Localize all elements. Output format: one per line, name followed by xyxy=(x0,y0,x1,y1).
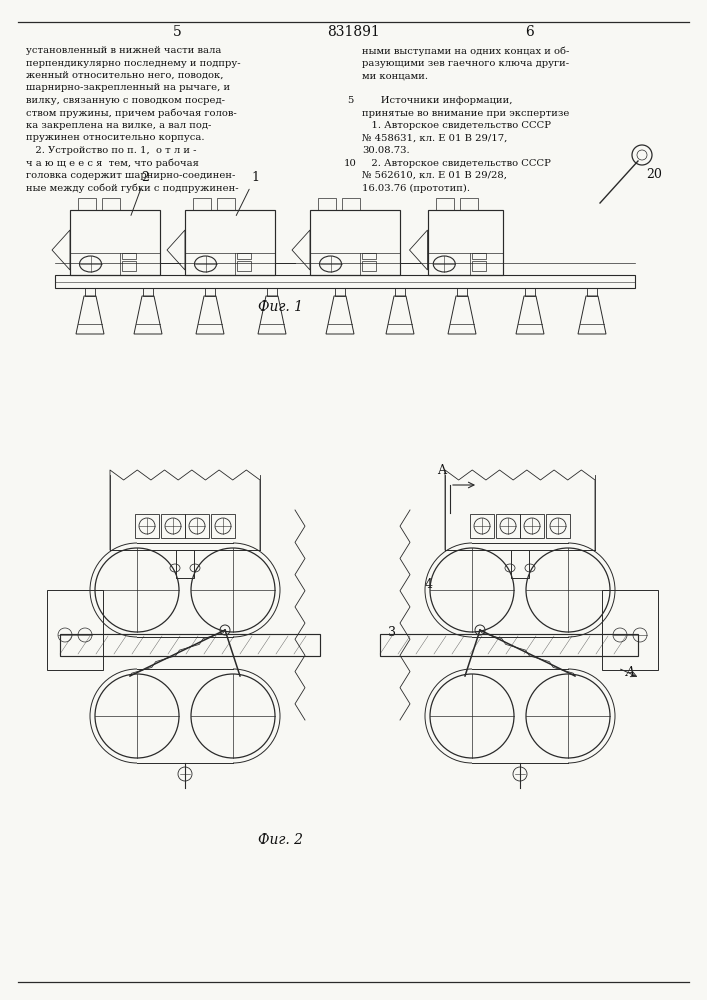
Text: ством пружины, причем рабочая голов-: ством пружины, причем рабочая голов- xyxy=(26,108,237,118)
Text: ка закреплена на вилке, а вал под-: ка закреплена на вилке, а вал под- xyxy=(26,121,211,130)
Bar xyxy=(143,288,153,296)
Bar xyxy=(520,514,544,538)
Bar xyxy=(176,550,194,578)
Bar xyxy=(362,253,376,259)
Text: 30.08.73.: 30.08.73. xyxy=(362,146,409,155)
Bar xyxy=(85,288,95,296)
Bar xyxy=(546,514,570,538)
Text: 831891: 831891 xyxy=(327,25,380,39)
Bar xyxy=(335,288,345,296)
Text: пружинен относительно корпуса.: пружинен относительно корпуса. xyxy=(26,133,204,142)
Bar xyxy=(496,514,520,538)
Text: 3: 3 xyxy=(388,626,396,639)
Text: Источники информации,: Источники информации, xyxy=(362,96,513,105)
Bar xyxy=(318,198,336,210)
Text: перпендикулярно последнему и подпру-: перпендикулярно последнему и подпру- xyxy=(26,58,240,68)
Text: A: A xyxy=(438,464,447,477)
Bar xyxy=(436,198,453,210)
Bar xyxy=(525,288,535,296)
Text: A: A xyxy=(626,666,634,678)
Bar xyxy=(237,261,251,271)
Text: 2. Авторское свидетельство СССР: 2. Авторское свидетельство СССР xyxy=(362,158,551,167)
Bar xyxy=(380,634,638,656)
Text: шарнирно-закрепленный на рычаге, и: шарнирно-закрепленный на рычаге, и xyxy=(26,84,230,93)
Bar xyxy=(161,514,185,538)
Text: 2: 2 xyxy=(131,171,149,215)
Bar xyxy=(60,634,320,656)
Bar xyxy=(237,253,251,259)
Bar xyxy=(457,288,467,296)
Bar xyxy=(310,210,400,275)
Text: 5: 5 xyxy=(173,25,182,39)
Text: Фиг. 1: Фиг. 1 xyxy=(257,300,303,314)
Bar xyxy=(362,261,376,271)
Text: женный относительно него, поводок,: женный относительно него, поводок, xyxy=(26,71,223,80)
Text: ные между собой губки с подпружинен-: ные между собой губки с подпружинен- xyxy=(26,184,239,193)
Bar xyxy=(78,198,96,210)
Bar xyxy=(211,514,235,538)
Bar xyxy=(472,261,486,271)
Text: 5: 5 xyxy=(347,96,354,105)
Text: головка содержит шарнирно-соединен-: головка содержит шарнирно-соединен- xyxy=(26,171,235,180)
Bar xyxy=(193,198,211,210)
Text: № 562610, кл. Е 01 В 29/28,: № 562610, кл. Е 01 В 29/28, xyxy=(362,171,507,180)
Bar xyxy=(511,550,529,578)
Text: 16.03.76 (прототип).: 16.03.76 (прототип). xyxy=(362,184,470,193)
Text: 2. Устройство по п. 1,  о т л и -: 2. Устройство по п. 1, о т л и - xyxy=(26,146,197,155)
Text: 4: 4 xyxy=(425,578,433,591)
Bar xyxy=(70,210,160,275)
Bar xyxy=(122,253,136,259)
Bar xyxy=(428,210,503,275)
Bar xyxy=(472,253,486,259)
Text: принятые во внимание при экспертизе: принятые во внимание при экспертизе xyxy=(362,108,569,117)
Bar xyxy=(135,514,159,538)
Bar xyxy=(205,288,215,296)
Text: Фиг. 2: Фиг. 2 xyxy=(257,833,303,847)
Bar xyxy=(587,288,597,296)
Bar xyxy=(102,198,120,210)
Text: разующими зев гаечного ключа други-: разующими зев гаечного ключа други- xyxy=(362,58,569,68)
Bar xyxy=(460,198,477,210)
Text: № 458631, кл. Е 01 В 29/17,: № 458631, кл. Е 01 В 29/17, xyxy=(362,133,508,142)
Text: ч а ю щ е е с я  тем, что рабочая: ч а ю щ е е с я тем, что рабочая xyxy=(26,158,199,168)
Bar xyxy=(185,514,209,538)
Bar xyxy=(602,590,658,670)
Bar xyxy=(122,261,136,271)
Text: установленный в нижней части вала: установленный в нижней части вала xyxy=(26,46,221,55)
Bar xyxy=(395,288,405,296)
Bar xyxy=(470,514,494,538)
Text: 6: 6 xyxy=(525,25,534,39)
Bar xyxy=(267,288,277,296)
Text: ми концами.: ми концами. xyxy=(362,71,428,80)
Bar xyxy=(55,275,635,288)
Text: 20: 20 xyxy=(646,168,662,182)
Text: 1. Авторское свидетельство СССР: 1. Авторское свидетельство СССР xyxy=(362,121,551,130)
Text: вилку, связанную с поводком посред-: вилку, связанную с поводком посред- xyxy=(26,96,225,105)
Text: ными выступами на одних концах и об-: ными выступами на одних концах и об- xyxy=(362,46,569,55)
Bar xyxy=(185,210,275,275)
Text: 10: 10 xyxy=(344,158,356,167)
Bar xyxy=(217,198,235,210)
Bar xyxy=(342,198,360,210)
Text: 1: 1 xyxy=(236,171,259,216)
Bar xyxy=(47,590,103,670)
